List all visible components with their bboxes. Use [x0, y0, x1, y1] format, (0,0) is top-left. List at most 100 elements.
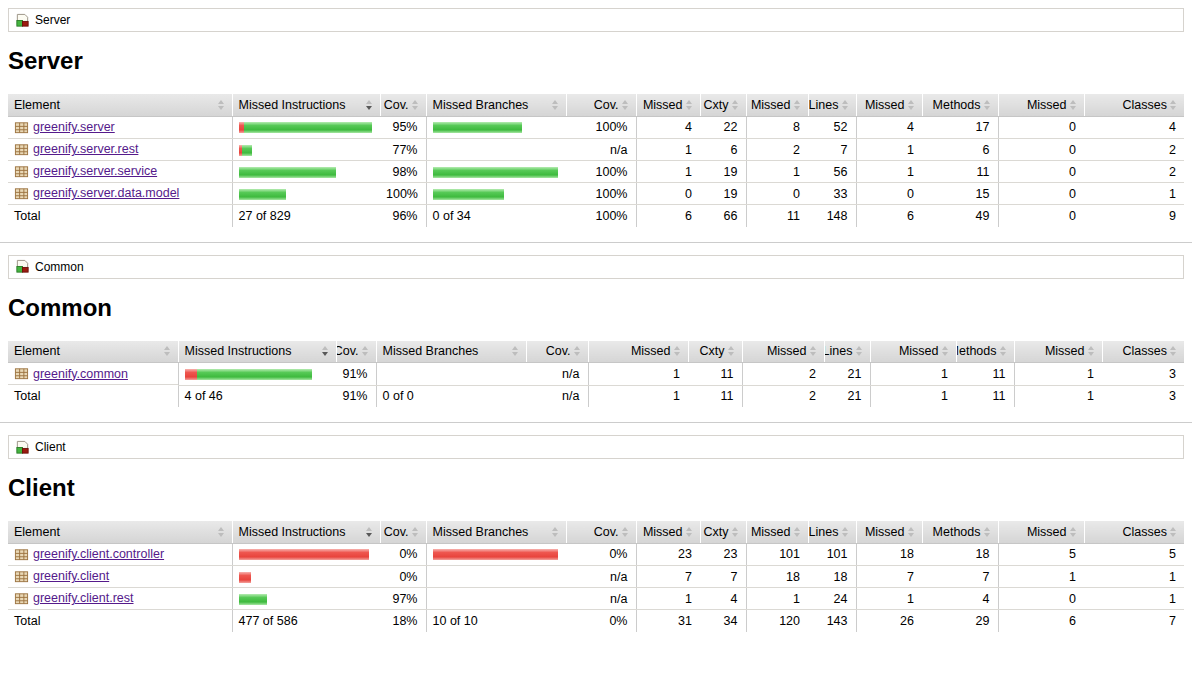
col-header-cov[interactable]: Cov.	[380, 94, 426, 116]
sort-icon	[1000, 346, 1006, 356]
col-header-classes[interactable]: Classes	[1102, 341, 1184, 363]
total-counter-cell: 11	[746, 205, 808, 227]
col-header-cxty[interactable]: Cxty	[700, 94, 746, 116]
counter-cell: 0	[998, 588, 1084, 610]
breadcrumb-label: Common	[35, 260, 84, 274]
sort-up-arrow-icon	[512, 346, 518, 350]
package-icon	[14, 186, 29, 201]
total-counter-cell: 1	[870, 385, 956, 407]
instructions-bar-cell	[178, 363, 336, 386]
package-icon	[14, 120, 29, 135]
sort-icon	[1070, 100, 1076, 110]
col-header-cov[interactable]: Cov.	[526, 341, 588, 363]
instructions-coverage-cell: 100%	[380, 183, 426, 205]
col-header-label: Cov.	[384, 525, 409, 539]
col-header-missed-instructions[interactable]: Missed Instructions	[178, 341, 336, 363]
col-header-missed-2[interactable]: Missed	[742, 341, 824, 363]
col-header-label: Classes	[1123, 525, 1167, 539]
sort-down-arrow-icon	[1170, 533, 1176, 537]
col-header-element[interactable]: Element	[8, 521, 232, 543]
col-header-missed-1[interactable]: Missed	[636, 521, 700, 543]
sort-up-arrow-icon	[1088, 346, 1094, 350]
package-link[interactable]: greenify.client.rest	[33, 591, 134, 605]
col-header-missed-branches[interactable]: Missed Branches	[426, 94, 566, 116]
package-link[interactable]: greenify.server.rest	[33, 142, 138, 156]
col-header-cov[interactable]: Cov.	[566, 521, 636, 543]
col-header-missed-3[interactable]: Missed	[856, 521, 922, 543]
counter-cell: 19	[700, 183, 746, 205]
counter-cell: 18	[922, 543, 998, 566]
covered-bar-segment	[239, 167, 336, 178]
col-header-cxty[interactable]: Cxty	[688, 341, 742, 363]
sort-up-arrow-icon	[908, 100, 914, 104]
breadcrumb: Server	[8, 8, 1184, 32]
branches-bar-cell	[426, 116, 566, 139]
col-header-missed-branches[interactable]: Missed Branches	[426, 521, 566, 543]
sort-down-arrow-icon	[842, 533, 848, 537]
sort-down-arrow-icon	[366, 533, 372, 537]
col-header-label: Missed	[767, 344, 807, 358]
col-header-element[interactable]: Element	[8, 341, 178, 363]
col-header-cov[interactable]: Cov.	[380, 521, 426, 543]
package-link[interactable]: greenify.client	[33, 569, 109, 583]
col-header-methods[interactable]: Methods	[922, 94, 998, 116]
package-icon	[14, 569, 29, 584]
col-header-label: Cxty	[700, 344, 725, 358]
sort-down-arrow-icon	[622, 533, 628, 537]
sort-up-arrow-icon	[322, 346, 328, 350]
col-header-missed-2[interactable]: Missed	[746, 521, 808, 543]
col-header-label: Missed Instructions	[185, 344, 292, 358]
counter-cell: 0	[998, 161, 1084, 183]
col-header-missed-branches[interactable]: Missed Branches	[376, 341, 526, 363]
col-header-methods[interactable]: Methods	[956, 341, 1014, 363]
total-counter-cell: 7	[1084, 610, 1184, 632]
col-header-missed-1[interactable]: Missed	[636, 94, 700, 116]
total-label: Total	[8, 385, 178, 407]
col-header-missed-3[interactable]: Missed	[870, 341, 956, 363]
col-header-lines[interactable]: Lines	[808, 521, 856, 543]
counter-cell: 101	[746, 543, 808, 566]
covered-bar-segment	[197, 369, 312, 380]
col-header-cxty[interactable]: Cxty	[700, 521, 746, 543]
sort-up-arrow-icon	[674, 346, 680, 350]
page-title: Server	[8, 47, 1184, 75]
total-counter-cell: 11	[688, 385, 742, 407]
package-link[interactable]: greenify.common	[33, 367, 128, 381]
col-header-lines[interactable]: Lines	[824, 341, 870, 363]
col-header-missed-instructions[interactable]: Missed Instructions	[232, 521, 380, 543]
counter-cell: 1	[636, 161, 700, 183]
col-header-cov[interactable]: Cov.	[566, 94, 636, 116]
package-link[interactable]: greenify.server	[33, 120, 115, 134]
col-header-missed-2[interactable]: Missed	[746, 94, 808, 116]
total-counter-cell: 2	[742, 385, 824, 407]
col-header-missed-instructions[interactable]: Missed Instructions	[232, 94, 380, 116]
missed-bar-segment	[239, 572, 251, 583]
sort-up-arrow-icon	[622, 527, 628, 531]
counter-cell: 11	[922, 161, 998, 183]
sort-up-arrow-icon	[732, 527, 738, 531]
col-header-label: Missed Instructions	[239, 525, 346, 539]
col-header-missed-1[interactable]: Missed	[588, 341, 688, 363]
col-header-missed-4[interactable]: Missed	[998, 521, 1084, 543]
col-header-missed-3[interactable]: Missed	[856, 94, 922, 116]
package-link[interactable]: greenify.server.data.model	[33, 186, 179, 200]
page-title: Client	[8, 474, 1184, 502]
col-header-classes[interactable]: Classes	[1084, 521, 1184, 543]
col-header-missed-4[interactable]: Missed	[998, 94, 1084, 116]
col-header-methods[interactable]: Methods	[922, 521, 998, 543]
sort-down-arrow-icon	[552, 533, 558, 537]
col-header-element[interactable]: Element	[8, 94, 232, 116]
col-header-missed-4[interactable]: Missed	[1014, 341, 1102, 363]
sort-down-arrow-icon	[1070, 106, 1076, 110]
sort-up-arrow-icon	[552, 527, 558, 531]
col-header-lines[interactable]: Lines	[808, 94, 856, 116]
element-cell: greenify.client.rest	[8, 588, 232, 610]
col-header-classes[interactable]: Classes	[1084, 94, 1184, 116]
counter-cell: 5	[1084, 543, 1184, 566]
package-link[interactable]: greenify.client.controller	[33, 547, 164, 561]
package-icon	[14, 164, 29, 179]
col-header-cov[interactable]: Cov.	[336, 341, 376, 363]
package-link[interactable]: greenify.server.service	[33, 164, 157, 178]
covered-bar-segment	[244, 122, 372, 133]
counter-cell: 1	[856, 139, 922, 161]
